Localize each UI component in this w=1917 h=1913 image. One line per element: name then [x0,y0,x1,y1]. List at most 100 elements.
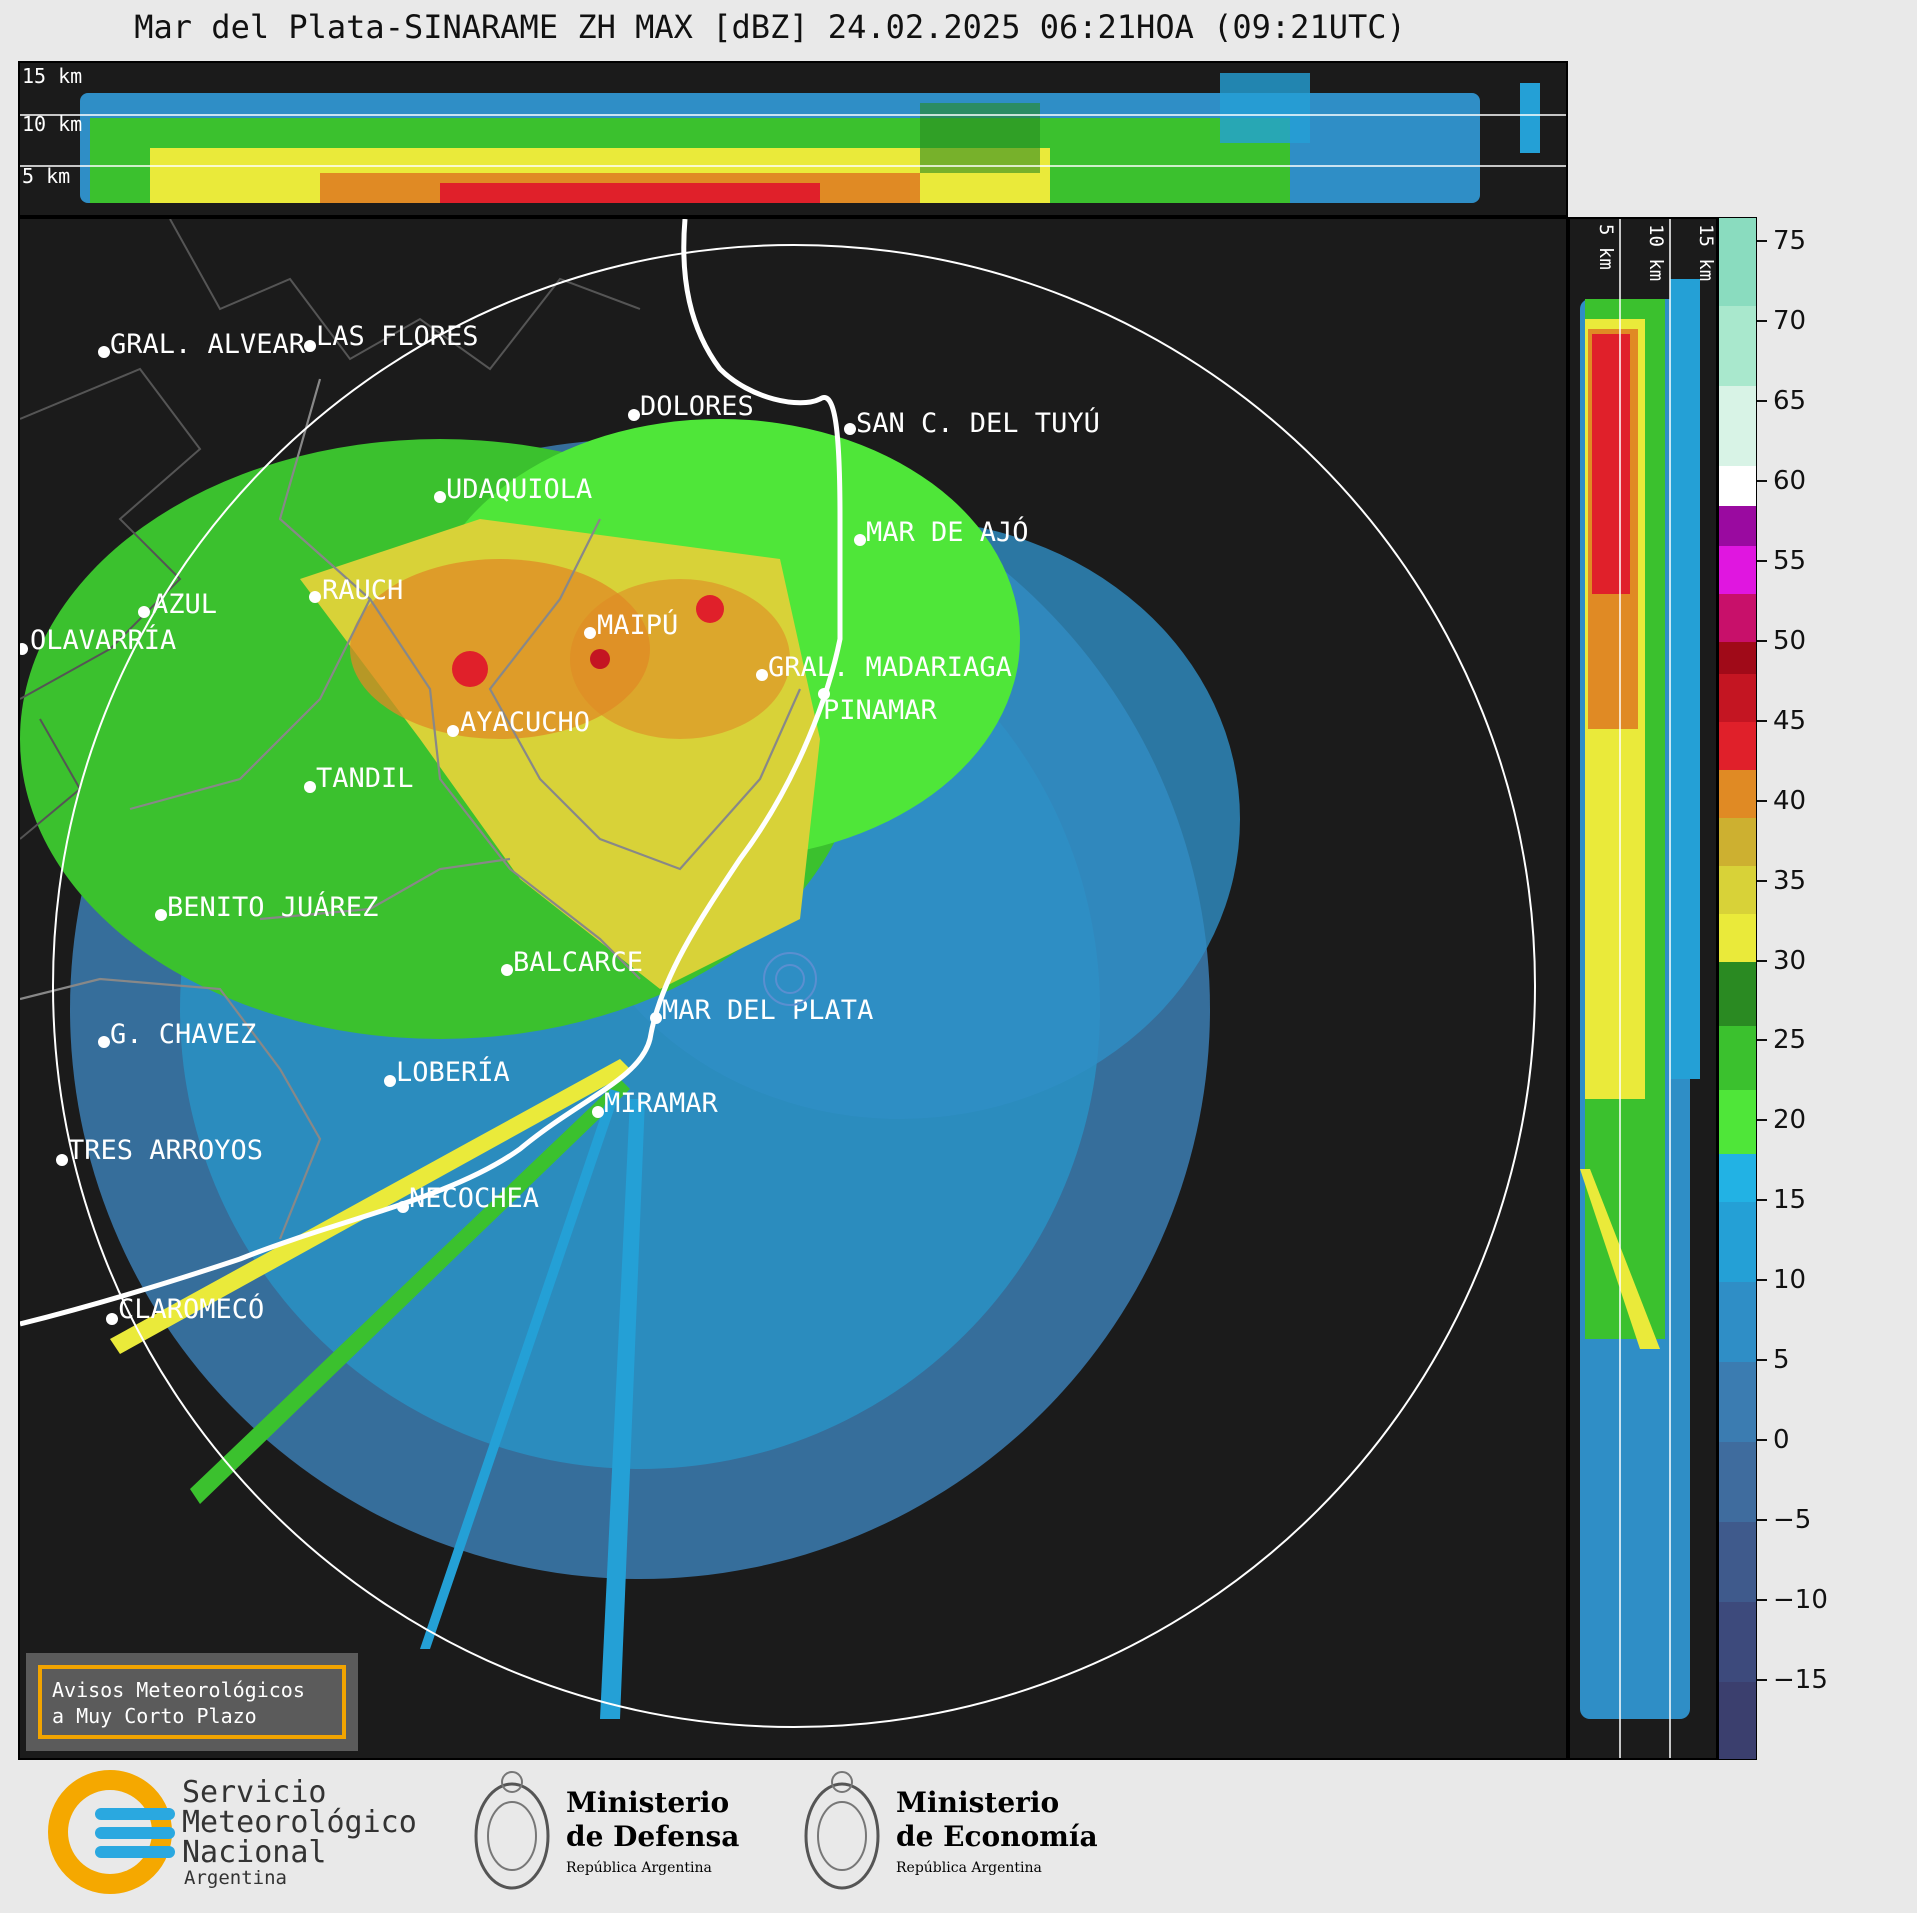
city-san-c-del-tuy-: SAN C. DEL TUYÚ [844,407,1100,439]
city-label: TANDIL [316,763,414,794]
colorbar-segment [1719,641,1756,675]
city-dot [56,1154,68,1166]
colorbar-tick-label: −10 [1773,1585,1828,1616]
side-echo-band [1580,279,1700,1719]
city-label: AYACUCHO [460,707,590,738]
colorbar-tick [1757,1119,1767,1122]
colorbar-tick-label: 5 [1773,1345,1790,1376]
colorbar-segment [1719,865,1756,915]
city-label: TRES ARROYOS [68,1135,263,1166]
city-benito-ju-rez: BENITO JUÁREZ [155,891,378,923]
colorbar-tick [1757,959,1767,962]
warning-legend-box[interactable]: Avisos Meteorológicos a Muy Corto Plazo [26,1653,358,1751]
colorbar-tick [1757,799,1767,802]
city-dot [304,781,316,793]
colorbar-tick-label: 40 [1773,785,1807,816]
colorbar-tick-label: 0 [1773,1425,1790,1456]
warning-legend-line1: Avisos Meteorológicos [52,1678,305,1702]
city-label: MAR DEL PLATA [662,995,873,1026]
colorbar-segment [1719,593,1756,643]
colorbar-tick-label: 70 [1773,305,1807,336]
city-dot [309,591,321,603]
city-dot [854,534,866,546]
colorbar-segment [1719,1201,1756,1282]
colorbar-segment [1719,505,1756,547]
colorbar-tick [1757,879,1767,882]
city-gral-alvear: GRAL. ALVEAR [98,329,306,360]
city-g-chavez: G. CHAVEZ [98,1019,256,1050]
colorbar-tick [1757,1359,1767,1362]
city-dot [818,688,830,700]
warning-legend-line2: a Muy Corto Plazo [52,1704,257,1728]
colorbar-segment [1719,913,1756,963]
smn-line4: Argentina [184,1867,287,1889]
city-azul: AZUL [138,589,217,620]
colorbar-segment [1719,961,1756,1026]
colorbar-tick [1757,319,1767,322]
side-label-10km: 10 km [1645,224,1667,281]
colorbar-tick [1757,1279,1767,1282]
colorbar-segment [1719,305,1756,387]
city-dot [106,1313,118,1325]
colorbar-segment [1719,673,1756,723]
city-dot [98,1036,110,1048]
height-label-15km: 15 km [22,64,82,88]
city-tandil: TANDIL [304,763,414,794]
side-label-5km: 5 km [1595,224,1617,270]
city-label: OLAVARRÍA [30,624,176,656]
city-label: MIRAMAR [604,1088,719,1119]
colorbar-segment [1719,545,1756,595]
colorbar-tick [1757,1439,1767,1442]
city-dot [384,1075,396,1087]
colorbar-segment [1719,1441,1756,1522]
smn-line3: Nacional [182,1835,327,1870]
city-balcarce: BALCARCE [501,947,643,978]
colorbar-segment [1719,1521,1756,1602]
colorbar-tick-label: 50 [1773,625,1807,656]
city-label: MAIPÚ [597,609,678,641]
footer-svg: Servicio Meteorológico Nacional Argentin… [48,1770,1098,1894]
colorbar-tick-label: 75 [1773,225,1807,256]
city-label: LAS FLORES [316,321,479,352]
economia-line3: República Argentina [896,1860,1042,1876]
economia-line2: de Economía [896,1820,1098,1853]
colorbar-segment [1719,465,1756,507]
colorbar-tick-label: 10 [1773,1265,1807,1296]
city-label: SAN C. DEL TUYÚ [856,407,1100,439]
city-dolores: DOLORES [628,391,754,422]
coastline [20,219,843,1327]
colorbar-segment [1719,218,1756,307]
city-dot [304,340,316,352]
city-mar-de-aj-: MAR DE AJÓ [854,516,1029,548]
city-maip-: MAIPÚ [584,609,678,641]
colorbar-segment [1719,1361,1756,1442]
city-label: DOLORES [640,391,754,422]
range-ring [52,244,1536,1728]
city-dot [155,909,167,921]
colorbar-segment [1719,1025,1756,1090]
city-dot [628,409,640,421]
district-boundaries [20,378,802,1240]
city-label: MAR DE AJÓ [866,516,1029,548]
top-profile-svg: 15 km 10 km 5 km [20,64,1566,203]
height-label-5km: 5 km [22,164,70,188]
radar-map-svg: GRAL. ALVEAR LAS FLORES DOLORES SAN C. DEL … [20,219,1536,1728]
colorbar-tick [1757,1679,1767,1682]
colorbar-tick-label: 65 [1773,385,1807,416]
city-label: BALCARCE [513,947,643,978]
defensa-coat-of-arms-icon [474,1771,550,1890]
colorbar-tick [1757,239,1767,242]
city-label: G. CHAVEZ [110,1019,256,1050]
radar-site-icon [763,952,817,1006]
top-echo-band [80,73,1540,203]
colorbar-tick [1757,1599,1767,1602]
city-ayacucho: AYACUCHO [447,707,590,738]
height-label-10km: 10 km [22,112,82,136]
city-label: GRAL. ALVEAR [110,329,306,360]
city-dot [434,491,446,503]
colorbar-tick-label: −15 [1773,1665,1828,1696]
colorbar-segment [1719,1281,1756,1362]
colorbar-tick-label: 55 [1773,545,1807,576]
colorbar-tick-label: 30 [1773,945,1807,976]
city-label: BENITO JUÁREZ [167,891,378,923]
